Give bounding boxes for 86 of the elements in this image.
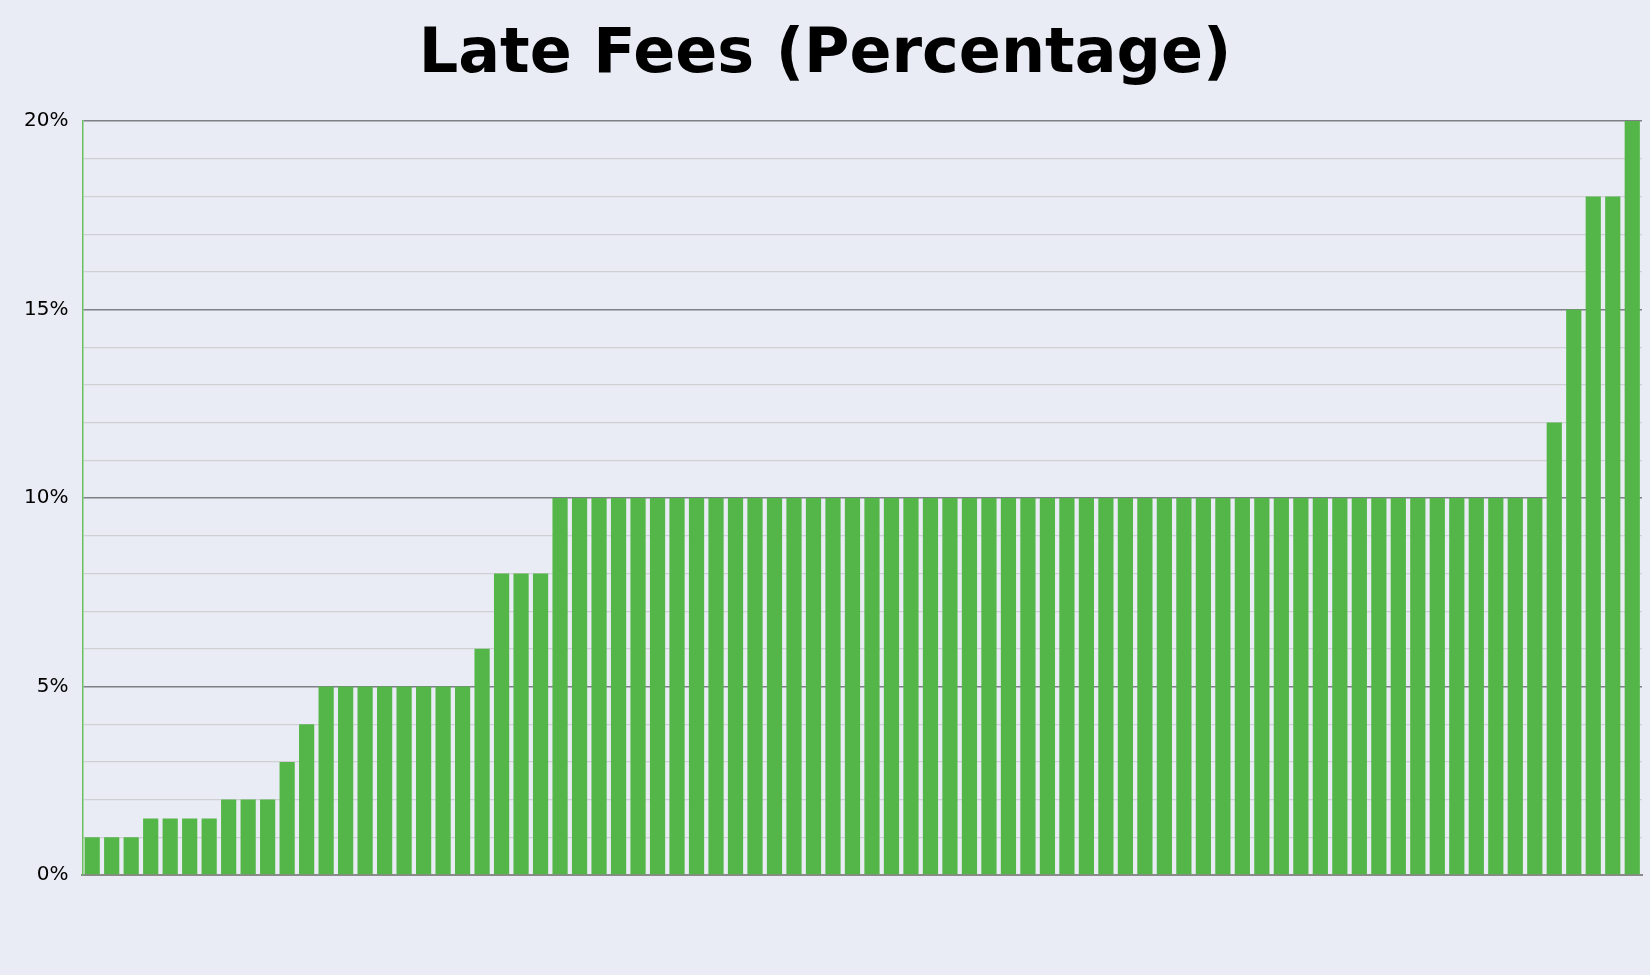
bar (1215, 498, 1231, 875)
bar (1332, 498, 1348, 875)
bar (1585, 196, 1601, 875)
bar (1488, 498, 1504, 875)
y-tick-label: 10% (24, 484, 69, 509)
bar (1449, 498, 1465, 875)
y-tick-label: 20% (24, 107, 69, 132)
bar (1098, 498, 1114, 875)
bar (1117, 498, 1133, 875)
bar (864, 498, 880, 875)
bar (84, 837, 100, 875)
bar (688, 498, 705, 875)
bar (1137, 498, 1153, 875)
bar (1605, 196, 1621, 875)
bar (416, 686, 432, 875)
bar (649, 498, 666, 875)
bar (961, 498, 978, 875)
bar (1078, 498, 1095, 875)
bar (454, 686, 471, 875)
bar (182, 818, 198, 875)
bar (104, 837, 120, 875)
bar (1000, 498, 1017, 875)
bar (357, 686, 373, 875)
bar (1273, 498, 1289, 875)
bar (396, 686, 412, 875)
bar (825, 498, 841, 875)
bar (1507, 498, 1523, 875)
bar (143, 818, 159, 875)
bar (552, 498, 568, 875)
bar (123, 837, 139, 875)
bar (766, 498, 783, 875)
bar (571, 498, 588, 875)
bar (844, 498, 861, 875)
bar (1546, 422, 1562, 875)
bar (1156, 498, 1172, 875)
bar (1468, 498, 1484, 875)
bar (1371, 498, 1387, 875)
bar (279, 761, 295, 875)
y-tick-label: 15% (24, 295, 69, 320)
bar (1059, 498, 1075, 875)
bar (532, 573, 549, 875)
bar (942, 498, 958, 875)
bar (1390, 498, 1406, 875)
bar (630, 498, 646, 875)
bar (493, 573, 510, 875)
bar (747, 498, 763, 875)
bar (1624, 121, 1640, 875)
chart-title: Late Fees (Percentage) (417, 14, 1233, 87)
bar (1351, 498, 1367, 875)
bar (513, 573, 529, 875)
bar (610, 498, 627, 875)
bar (1176, 498, 1192, 875)
bar (338, 686, 354, 875)
bar (1527, 498, 1543, 875)
bar (1410, 498, 1426, 875)
bar (201, 818, 217, 875)
bar (1234, 498, 1250, 875)
bar (786, 498, 802, 875)
bar (260, 799, 276, 875)
bar (669, 498, 685, 875)
bar (1312, 498, 1328, 875)
bar (435, 686, 451, 875)
bar (1429, 498, 1445, 875)
bar (708, 498, 724, 875)
bar (474, 648, 490, 875)
bar (883, 498, 900, 875)
bar (377, 686, 393, 875)
bar (1293, 498, 1309, 875)
bar (981, 498, 997, 875)
bar (903, 498, 919, 875)
bar (162, 818, 178, 875)
bar (1195, 498, 1211, 875)
bar (805, 498, 822, 875)
bar (318, 686, 334, 875)
bar (240, 799, 256, 875)
bar (221, 799, 237, 875)
y-tick-label: 0% (36, 861, 69, 886)
bar (299, 724, 315, 875)
bar (1254, 498, 1270, 875)
bar (1020, 498, 1036, 875)
bar (591, 498, 607, 875)
bar (922, 498, 939, 875)
bar (727, 498, 744, 875)
y-tick-label: 5% (36, 672, 69, 697)
bar (1039, 498, 1056, 875)
bar (1566, 309, 1582, 875)
